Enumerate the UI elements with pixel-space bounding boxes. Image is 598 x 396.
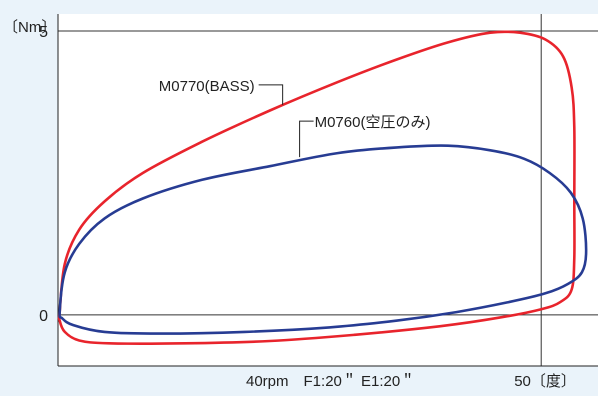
annotation-label-0: M0770(BASS) <box>159 78 255 95</box>
series-line-1 <box>58 144 588 335</box>
series-layer <box>57 30 588 345</box>
y-tick-label-5: 5 <box>39 24 48 41</box>
tick-labels: 5 0 50〔度〕 <box>39 24 576 390</box>
series-line-0 <box>57 30 576 345</box>
x-axis-label: 40rpm F1:20＂ E1:20＂ <box>246 373 415 390</box>
annotation-label-1: M0760(空圧のみ) <box>315 114 431 131</box>
x-tick-label-50: 50〔度〕 <box>514 373 576 390</box>
y-axis-label: 〔Nm〕 <box>3 19 56 36</box>
annotation-layer: M0770(BASS) M0760(空圧のみ) <box>159 78 431 158</box>
annotation-leader-1 <box>299 120 314 158</box>
plot-background <box>58 14 598 366</box>
annotation-leader-0 <box>258 84 284 105</box>
y-tick-label-0: 0 <box>39 308 48 325</box>
